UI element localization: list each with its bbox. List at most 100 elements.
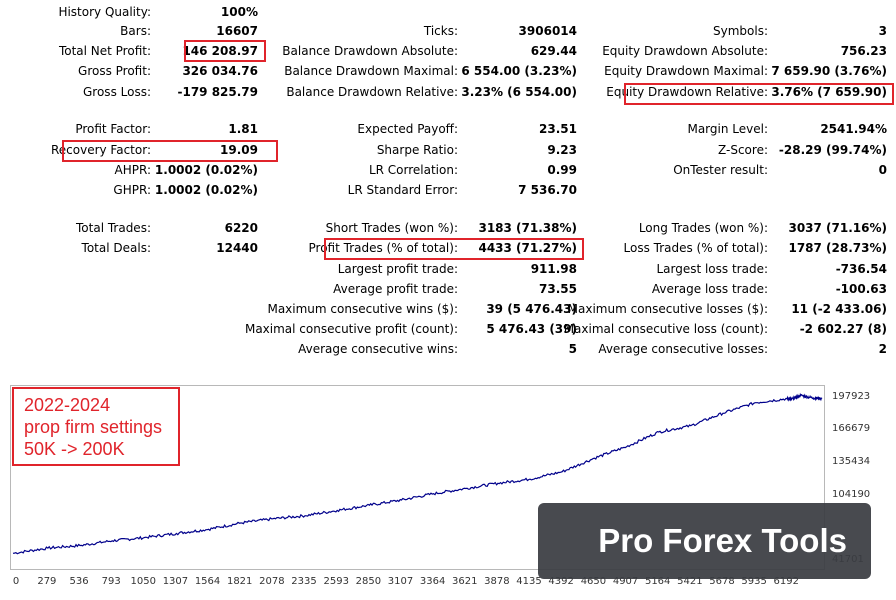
stat-label: LR Correlation: xyxy=(368,163,458,177)
stat-label: Short Trades (won %): xyxy=(325,221,458,235)
x-tick-label: 4650 xyxy=(580,576,607,587)
stat-value: 19.09 xyxy=(220,143,258,157)
x-tick-label: 0 xyxy=(12,576,20,587)
stat-value: 0.99 xyxy=(547,163,577,177)
stat-label: Bars: xyxy=(120,24,151,38)
stat-label: History Quality: xyxy=(58,5,151,19)
stat-label: GHPR: xyxy=(113,183,151,197)
stat-value: 146 208.97 xyxy=(182,44,258,58)
stat-label: Average consecutive wins: xyxy=(298,342,458,356)
stat-value: 1.81 xyxy=(228,122,258,136)
stat-value: 12440 xyxy=(216,241,258,255)
stat-value: 3906014 xyxy=(518,24,577,38)
x-tick-label: 3878 xyxy=(484,576,510,587)
stat-value: 3037 (71.16%) xyxy=(788,221,887,235)
x-tick-label: 5164 xyxy=(644,576,671,587)
stat-value: 5 476.43 (39) xyxy=(486,322,577,336)
stat-value: 23.51 xyxy=(539,122,577,136)
stat-value: 3.76% (7 659.90) xyxy=(771,85,887,99)
x-tick-label: 1564 xyxy=(194,576,221,587)
stat-value: 756.23 xyxy=(840,44,887,58)
stat-label: Loss Trades (% of total): xyxy=(623,241,769,255)
stat-value: 2 xyxy=(878,342,887,356)
stat-label: Total Trades: xyxy=(76,221,151,235)
watermark-text: Pro Forex Tools xyxy=(598,522,847,559)
x-tick-label: 279 xyxy=(37,576,57,587)
stat-value: 9.23 xyxy=(547,143,577,157)
stat-value: 3.23% (6 554.00) xyxy=(461,85,577,99)
stat-value: 4433 (71.27%) xyxy=(478,241,577,255)
annotation-line-3: 50K -> 200K xyxy=(24,439,125,459)
stat-value: 3183 (71.38%) xyxy=(478,221,577,235)
x-tick-label: 2335 xyxy=(291,576,317,587)
stat-value: 39 (5 476.43) xyxy=(486,302,577,316)
stat-label: Average profit trade: xyxy=(333,282,458,296)
x-tick-label: 4907 xyxy=(612,576,639,587)
stat-label: Balance Drawdown Absolute: xyxy=(282,44,458,58)
stat-value: 5 xyxy=(568,342,577,356)
x-tick-label: 4392 xyxy=(548,576,574,587)
stat-label: Maximum consecutive losses ($): xyxy=(567,302,768,316)
x-tick-label: 1307 xyxy=(162,576,189,587)
stat-label: Symbols: xyxy=(713,24,768,38)
x-tick-label: 4135 xyxy=(516,576,542,587)
x-tick-label: 5421 xyxy=(677,576,703,587)
stat-label: LR Standard Error: xyxy=(347,183,458,197)
equity-line-series-0 xyxy=(12,392,823,555)
stat-label: Long Trades (won %): xyxy=(638,221,768,235)
stat-label: Sharpe Ratio: xyxy=(376,143,458,157)
x-tick-label: 3364 xyxy=(419,576,446,587)
stat-label: Maximal consecutive profit (count): xyxy=(244,322,458,336)
stat-value: -179 825.79 xyxy=(177,85,258,99)
stat-value: 3 xyxy=(878,24,887,38)
stat-label: Total Net Profit: xyxy=(58,44,151,58)
stat-value: 6220 xyxy=(224,221,258,235)
stat-value: 6 554.00 (3.23%) xyxy=(461,64,577,78)
annotation-line-1: 2022-2024 xyxy=(24,395,111,415)
stat-label: Balance Drawdown Relative: xyxy=(286,85,458,99)
stat-value: 326 034.76 xyxy=(182,64,258,78)
y-tick-label: 166679 xyxy=(832,423,871,435)
stat-value: -2 602.27 (8) xyxy=(799,322,887,336)
x-tick-label: 1050 xyxy=(130,576,157,587)
stat-value: 7 536.70 xyxy=(518,183,577,197)
highlight-recovery-factor xyxy=(62,140,278,162)
stat-value: 1.0002 (0.02%) xyxy=(154,183,258,197)
stat-value: 911.98 xyxy=(530,262,577,276)
x-tick-label: 5678 xyxy=(709,576,735,587)
x-tick-label: 536 xyxy=(69,576,89,587)
x-tick-label: 2078 xyxy=(259,576,285,587)
annotation-box: 2022-2024 prop firm settings 50K -> 200K xyxy=(12,387,180,466)
stat-label: Average consecutive losses: xyxy=(598,342,768,356)
x-tick-label: 5935 xyxy=(741,576,767,587)
stat-value: 100% xyxy=(220,5,258,19)
stat-value: 11 (-2 433.06) xyxy=(791,302,887,316)
stat-value: 73.55 xyxy=(539,282,577,296)
stat-label: Z-Score: xyxy=(718,143,768,157)
watermark-logo: Pro Forex Tools xyxy=(538,503,871,579)
stat-label: AHPR: xyxy=(114,163,151,177)
x-tick-label: 2593 xyxy=(323,576,349,587)
stat-label: Equity Drawdown Maximal: xyxy=(604,64,768,78)
y-tick-label: 135434 xyxy=(832,455,871,467)
stat-label: Equity Drawdown Relative: xyxy=(606,85,768,99)
x-tick-label: 1821 xyxy=(226,576,253,587)
stat-label: Largest profit trade: xyxy=(337,262,458,276)
stat-label: Average loss trade: xyxy=(651,282,768,296)
stat-label: OnTester result: xyxy=(673,163,768,177)
highlight-profit-trades xyxy=(324,238,584,260)
stat-value: 2541.94% xyxy=(820,122,887,136)
x-tick-label: 2850 xyxy=(355,576,382,587)
stat-label: Maximum consecutive wins ($): xyxy=(267,302,458,316)
stat-label: Ticks: xyxy=(423,24,458,38)
stat-label: Largest loss trade: xyxy=(656,262,768,276)
x-tick-label: 793 xyxy=(101,576,121,587)
stat-value: 16607 xyxy=(216,24,258,38)
highlight-total-net-profit xyxy=(184,40,266,62)
stat-label: Equity Drawdown Absolute: xyxy=(602,44,768,58)
stat-value: 1787 (28.73%) xyxy=(788,241,887,255)
stat-value: -736.54 xyxy=(835,262,887,276)
stat-label: Profit Factor: xyxy=(75,122,151,136)
highlight-equity-drawdown-relative xyxy=(624,83,894,105)
stat-value: -100.63 xyxy=(835,282,887,296)
